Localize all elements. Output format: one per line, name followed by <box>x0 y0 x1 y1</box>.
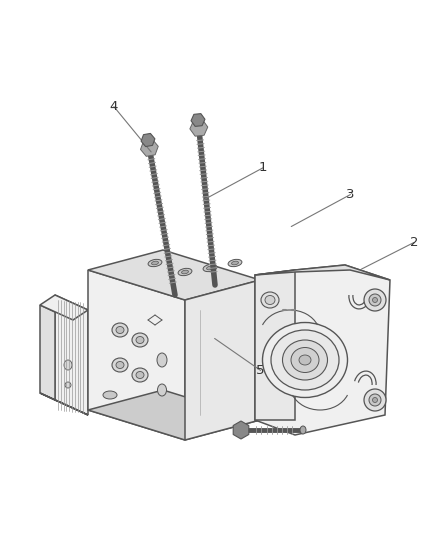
Ellipse shape <box>112 323 128 337</box>
Text: 4: 4 <box>110 100 118 113</box>
Ellipse shape <box>364 389 386 411</box>
Ellipse shape <box>148 260 162 266</box>
Ellipse shape <box>232 261 238 265</box>
Text: 1: 1 <box>258 161 267 174</box>
Polygon shape <box>88 250 260 300</box>
Polygon shape <box>255 265 390 435</box>
Ellipse shape <box>132 333 148 347</box>
Polygon shape <box>233 421 249 439</box>
Ellipse shape <box>364 289 386 311</box>
Ellipse shape <box>369 394 381 406</box>
Ellipse shape <box>372 297 378 303</box>
Ellipse shape <box>152 261 159 265</box>
Polygon shape <box>190 120 208 136</box>
Ellipse shape <box>112 358 128 372</box>
Ellipse shape <box>369 294 381 306</box>
Ellipse shape <box>372 398 378 402</box>
Text: 5: 5 <box>256 364 265 377</box>
Polygon shape <box>40 393 88 415</box>
Ellipse shape <box>181 270 188 274</box>
Ellipse shape <box>265 295 275 304</box>
Polygon shape <box>88 390 260 440</box>
Polygon shape <box>141 133 155 147</box>
Polygon shape <box>88 270 185 440</box>
Polygon shape <box>255 270 295 420</box>
Ellipse shape <box>178 268 192 276</box>
Polygon shape <box>255 265 390 280</box>
Polygon shape <box>55 295 88 415</box>
Ellipse shape <box>116 327 124 334</box>
Polygon shape <box>191 114 205 126</box>
Ellipse shape <box>299 355 311 365</box>
Ellipse shape <box>132 368 148 382</box>
Ellipse shape <box>207 266 213 270</box>
Ellipse shape <box>283 340 328 380</box>
Polygon shape <box>185 280 260 440</box>
Ellipse shape <box>300 426 306 434</box>
Polygon shape <box>40 305 55 400</box>
Ellipse shape <box>116 361 124 368</box>
Ellipse shape <box>228 260 242 266</box>
Ellipse shape <box>291 348 319 373</box>
Ellipse shape <box>136 372 144 378</box>
Text: 2: 2 <box>410 236 418 249</box>
Ellipse shape <box>64 360 72 370</box>
Ellipse shape <box>103 391 117 399</box>
Ellipse shape <box>271 330 339 390</box>
Ellipse shape <box>262 322 347 398</box>
Polygon shape <box>141 140 158 156</box>
Ellipse shape <box>157 353 167 367</box>
Ellipse shape <box>261 292 279 308</box>
Ellipse shape <box>136 336 144 343</box>
Text: 3: 3 <box>346 188 355 201</box>
Ellipse shape <box>203 264 217 272</box>
Ellipse shape <box>158 384 166 396</box>
Ellipse shape <box>65 382 71 388</box>
Polygon shape <box>40 295 88 320</box>
